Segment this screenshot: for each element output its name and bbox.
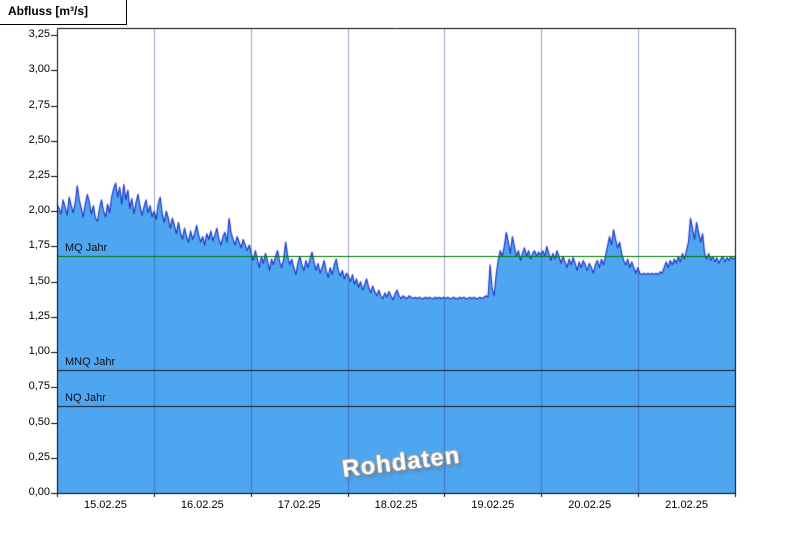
y-tick-label: 1,25 bbox=[28, 309, 50, 322]
x-tick-label: 20.02.25 bbox=[568, 499, 612, 511]
y-tick-label: 0,75 bbox=[28, 380, 50, 393]
y-tick-label: 0,50 bbox=[28, 415, 50, 428]
y-tick-label: 1,75 bbox=[28, 239, 50, 252]
y-tick-label: 3,00 bbox=[28, 63, 50, 76]
y-tick-label: 2,25 bbox=[28, 168, 50, 181]
y-tick-label: 3,25 bbox=[28, 28, 50, 41]
x-tick-label: 19.02.25 bbox=[471, 499, 515, 511]
chart-title-box: Abfluss [m³/s] bbox=[0, 0, 127, 25]
y-axis-title: Abfluss [m³/s] bbox=[8, 4, 89, 18]
x-tick-label: 16.02.25 bbox=[180, 499, 224, 511]
y-tick-label: 0,00 bbox=[28, 486, 50, 498]
reference-line-label: MQ Jahr bbox=[65, 242, 108, 255]
y-tick-label: 0,25 bbox=[28, 450, 50, 463]
y-tick-label: 2,75 bbox=[28, 98, 50, 111]
x-tick-label: 17.02.25 bbox=[277, 499, 321, 511]
y-tick-label: 1,00 bbox=[28, 345, 50, 358]
reference-line-label: MNQ Jahr bbox=[65, 356, 116, 369]
x-tick-label: 21.02.25 bbox=[665, 499, 708, 511]
y-tick-label: 2,00 bbox=[28, 204, 50, 217]
reference-line-label: NQ Jahr bbox=[65, 391, 106, 404]
y-tick-label: 2,50 bbox=[28, 133, 50, 146]
x-tick-label: 18.02.25 bbox=[374, 499, 418, 511]
y-tick-label: 1,50 bbox=[28, 274, 50, 287]
x-tick-label: 15.02.25 bbox=[84, 499, 127, 511]
